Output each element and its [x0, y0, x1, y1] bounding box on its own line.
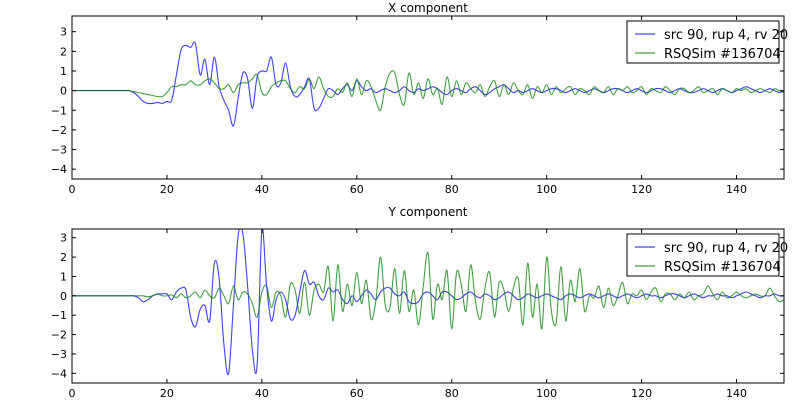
x-tick-label: 140 [726, 183, 747, 196]
y-tick-label: −4 [51, 367, 67, 380]
legend-box [626, 20, 780, 64]
y-tick-label: −2 [51, 124, 67, 137]
legend-box [626, 233, 780, 277]
y-tick-label: 3 [60, 26, 67, 39]
x-tick-label: 80 [445, 183, 459, 196]
x-tick-label: 60 [350, 183, 364, 196]
chart-title: Y component [387, 205, 467, 219]
x-tick-label: 120 [631, 183, 652, 196]
chart-title: X component [388, 1, 468, 15]
y-tick-label: 2 [60, 45, 67, 58]
legend-label: RSQSim #136704 [664, 260, 781, 275]
x-component-chart: X component 0 20 40 60 80 100 120 140 −4 −3 −2 −1 0 1… [51, 1, 788, 196]
x-tick-label: 60 [350, 387, 364, 400]
x-tick-label: 40 [255, 387, 269, 400]
legend-label: RSQSim #136704 [664, 47, 781, 62]
series-line-src [72, 229, 784, 376]
axes-frame [71, 15, 785, 180]
y-component-chart: Y component 0 20 40 60 80 100 120 140 −4 −3 −2 −1 0 1… [51, 205, 788, 400]
y-tick-label: −4 [51, 163, 67, 176]
axes-frame [71, 228, 785, 384]
x-tick-label: 80 [445, 387, 459, 400]
y-tick-label: 0 [60, 290, 67, 303]
legend: src 90, rup 4, rv 20 RSQSim #136704 [626, 233, 788, 277]
y-tick-label: −3 [51, 144, 67, 157]
x-tick-label: 20 [160, 183, 174, 196]
series-line-rsqsim [72, 70, 784, 112]
series-line-rsqsim [72, 251, 784, 330]
legend-label: src 90, rup 4, rv 20 [664, 241, 788, 256]
y-tick-label: 2 [60, 251, 67, 264]
y-tick-label: 3 [60, 232, 67, 245]
y-tick-label: −1 [51, 309, 67, 322]
x-tick-label: 100 [536, 183, 557, 196]
x-tick-label: 100 [536, 387, 557, 400]
y-tick-label: 1 [60, 65, 67, 78]
x-tick-label: 0 [69, 183, 76, 196]
y-tick-label: −1 [51, 104, 67, 117]
y-tick-label: 1 [60, 270, 67, 283]
y-tick-label: 0 [60, 85, 67, 98]
y-tick-label: −3 [51, 348, 67, 361]
x-tick-label: 120 [631, 387, 652, 400]
legend: src 90, rup 4, rv 20 RSQSim #136704 [626, 20, 788, 64]
x-tick-label: 140 [726, 387, 747, 400]
x-tick-label: 0 [69, 387, 76, 400]
legend-label: src 90, rup 4, rv 20 [664, 28, 788, 43]
series-line-src [72, 41, 784, 127]
x-tick-label: 40 [255, 183, 269, 196]
y-tick-label: −2 [51, 329, 67, 342]
x-tick-label: 20 [160, 387, 174, 400]
